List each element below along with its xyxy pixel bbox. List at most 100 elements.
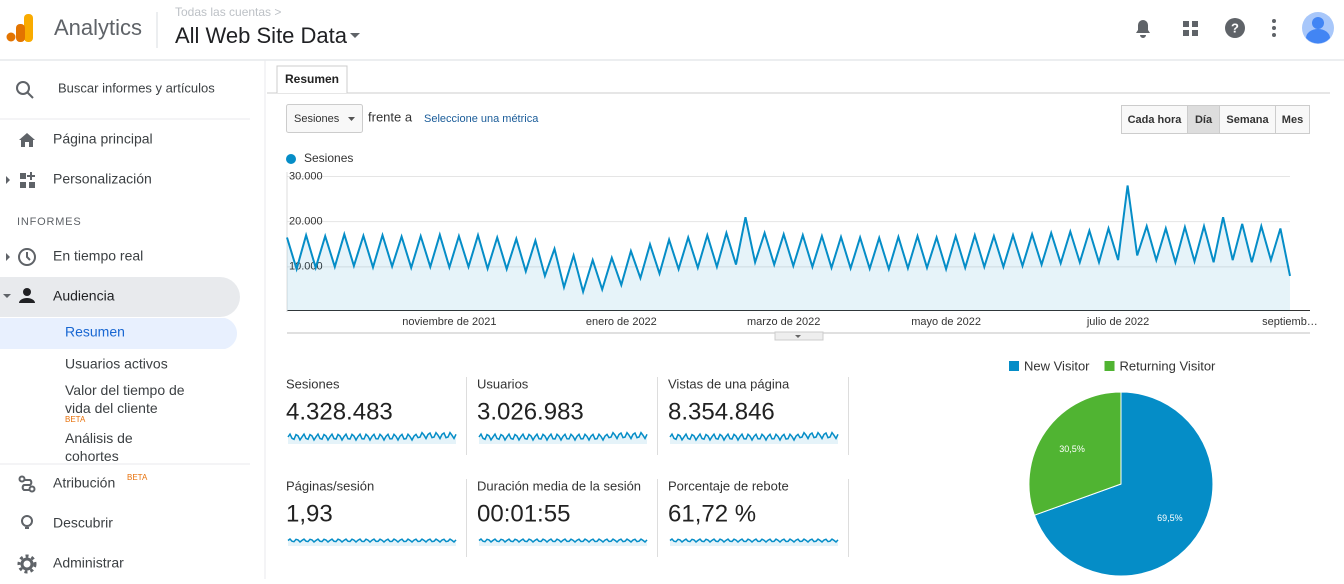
subnav-item[interactable]: Valor del tiempo de vida del cliente	[65, 382, 185, 416]
metric-label: Vistas de una página	[668, 376, 790, 391]
period-buttons: Cada hora Día Semana Mes	[1121, 105, 1310, 134]
metric-value: 8.354.846	[668, 398, 775, 425]
period-label: Mes	[1282, 114, 1303, 126]
sparkline	[478, 431, 648, 442]
legend-marker	[1104, 361, 1115, 371]
period-label: Cada hora	[1128, 114, 1183, 126]
metric-dropdown-label: Sesiones	[294, 113, 340, 125]
logo	[6, 14, 33, 42]
y-tick-label: 20.000	[289, 216, 323, 228]
legend-marker	[286, 154, 296, 164]
more-icon[interactable]	[1272, 19, 1276, 37]
expand-caret[interactable]	[6, 176, 10, 184]
subnav-item[interactable]: Análisis de cohortes	[65, 430, 133, 464]
help-icon[interactable]	[1225, 18, 1245, 38]
search-icon	[16, 81, 34, 99]
period-button[interactable]	[1121, 105, 1188, 134]
x-tick-label: enero de 2022	[586, 316, 657, 328]
attribution-icon	[18, 475, 36, 493]
home-icon	[19, 133, 35, 147]
clock-icon	[18, 248, 36, 266]
sparkline-area	[479, 432, 647, 444]
metric-label: Duración media de la sesión	[477, 478, 641, 493]
nav-item[interactable]: Administrar	[53, 555, 124, 571]
y-tick-label: 30.000	[289, 170, 323, 182]
metric-label: Sesiones	[286, 376, 340, 391]
subnav-item[interactable]: Resumen	[65, 324, 125, 340]
pie-slice[interactable]	[1033, 391, 1214, 577]
search-box[interactable]: Buscar informes y artículos	[58, 80, 215, 95]
metrics: Sesiones 4.328.483 Usuarios 3.026.983 Vistas…	[286, 376, 849, 557]
sparkline	[478, 537, 648, 544]
custom-icon	[20, 172, 35, 188]
view-caret[interactable]	[350, 33, 360, 38]
metric-label: Páginas/sesión	[286, 478, 374, 493]
period-button[interactable]	[1219, 105, 1276, 134]
expand-caret[interactable]	[6, 253, 10, 261]
tab-label: Resumen	[285, 72, 339, 86]
section-heading: INFORMES	[17, 216, 81, 228]
sparkline-area	[670, 432, 838, 444]
tab[interactable]	[276, 65, 348, 93]
breadcrumb[interactable]: Todas las cuentas >	[175, 5, 281, 19]
view-name[interactable]: All Web Site Data	[175, 23, 348, 48]
person-icon	[19, 288, 35, 303]
sparkline	[669, 537, 839, 544]
pie-slice[interactable]	[1028, 391, 1122, 516]
pie-label: 69,5%	[1157, 513, 1183, 523]
period-button[interactable]	[1275, 105, 1310, 134]
metric-dropdown[interactable]	[286, 104, 363, 133]
x-tick-label: julio de 2022	[1086, 316, 1149, 328]
line	[286, 185, 1291, 296]
period-label: Día	[1195, 114, 1213, 126]
nav-item[interactable]: Personalización	[53, 171, 152, 187]
nav-item[interactable]: En tiempo real	[53, 248, 143, 264]
metric-value: 1,93	[286, 500, 333, 527]
app-name: Analytics	[54, 15, 142, 40]
x-tick-label: noviembre de 2021	[402, 316, 496, 328]
pie-label: 30,5%	[1059, 444, 1085, 454]
nav-item[interactable]: Audiencia	[53, 288, 115, 304]
period-label: Semana	[1226, 114, 1269, 126]
top-icons	[1136, 18, 1276, 38]
nav-selected-bg	[0, 277, 240, 317]
beta-badge: BETA	[65, 415, 86, 424]
area-fill	[287, 185, 1290, 311]
bell-icon[interactable]	[1136, 20, 1150, 38]
subnav-item-box: Análisis de cohortes	[65, 430, 133, 464]
collapse-caret[interactable]	[3, 294, 11, 298]
sparkline-area	[288, 432, 456, 444]
metric-value: 3.026.983	[477, 398, 584, 425]
legend-label[interactable]: New Visitor	[1024, 358, 1090, 373]
dropdown-caret	[348, 117, 355, 121]
gear-icon	[17, 554, 37, 574]
sparkline	[287, 537, 457, 544]
nav-item[interactable]: Atribución	[53, 475, 115, 491]
subnav-item-box: Valor del tiempo de vida del cliente	[65, 382, 185, 416]
select-metric-link[interactable]: Seleccione una métrica	[424, 113, 539, 125]
subnav-selected-bg	[0, 318, 238, 349]
sparkline	[669, 431, 839, 442]
metric-value: 00:01:55	[477, 500, 570, 527]
nav-item[interactable]: Descubrir	[53, 515, 113, 531]
metric-value: 4.328.483	[286, 398, 393, 425]
apps-icon[interactable]	[1183, 21, 1198, 36]
x-tick-label: marzo de 2022	[747, 316, 820, 328]
avatar[interactable]	[1302, 12, 1334, 44]
legend-label[interactable]: Returning Visitor	[1120, 358, 1217, 373]
beta-badge: BETA	[127, 473, 148, 482]
legend-label: Sesiones	[304, 151, 353, 165]
help-glyph: ?	[1231, 20, 1239, 35]
header-bg	[0, 0, 1344, 60]
x-tick-label: mayo de 2022	[911, 316, 981, 328]
sparkline	[287, 431, 457, 442]
versus-label: frente a	[368, 109, 413, 124]
bulb-icon	[21, 515, 33, 529]
x-tick-label: septiemb…	[1262, 316, 1318, 328]
subnav-item[interactable]: Usuarios activos	[65, 356, 168, 372]
nav-item[interactable]: Página principal	[53, 131, 153, 147]
